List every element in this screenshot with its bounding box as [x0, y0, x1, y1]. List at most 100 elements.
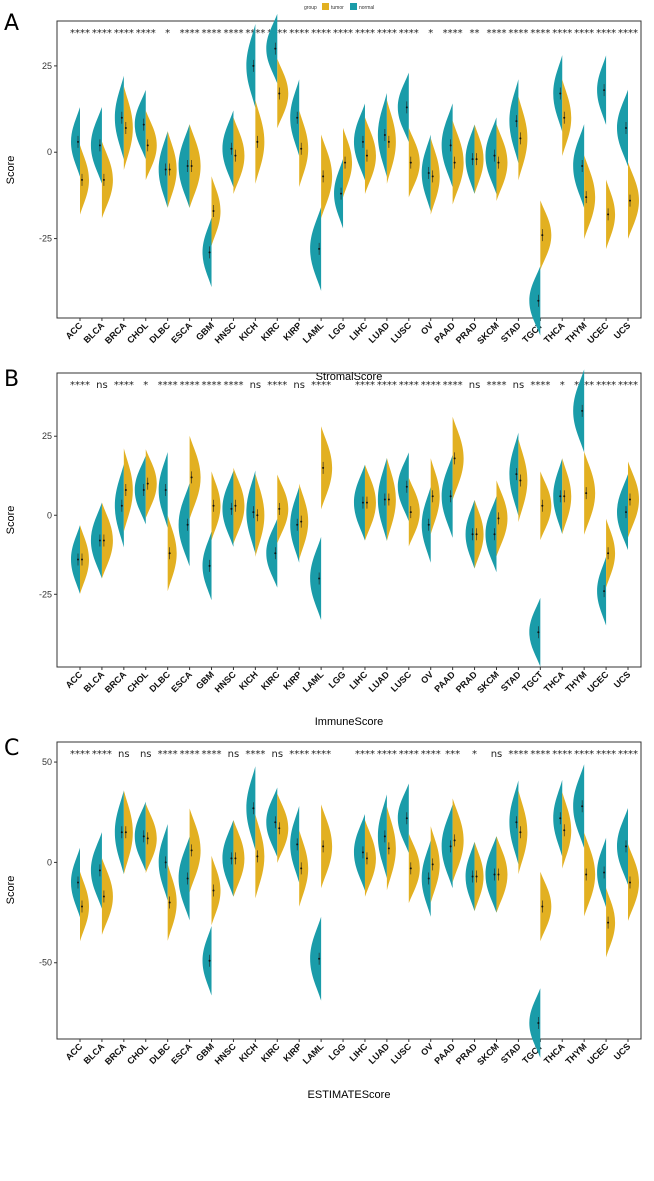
- significance-label: ns: [228, 749, 240, 760]
- median-point-normal: [164, 488, 167, 491]
- violin-normal-thym: [573, 764, 585, 849]
- median-point-normal: [186, 165, 189, 168]
- median-point-normal: [493, 154, 496, 157]
- median-point-normal: [405, 106, 408, 109]
- significance-label: ns: [491, 749, 503, 760]
- violin-tumor-prad: [474, 841, 484, 912]
- x-tick-label-thca: THCA: [542, 669, 567, 694]
- median-point-normal: [405, 485, 408, 488]
- violin-tumor-paad: [452, 416, 464, 500]
- significance-label: ****: [443, 28, 463, 39]
- median-point-tumor: [322, 845, 325, 848]
- violin-normal-brca: [114, 75, 124, 160]
- violin-tumor-kich: [255, 99, 265, 184]
- median-point-tumor: [124, 831, 127, 834]
- significance-label: *: [165, 28, 170, 39]
- median-point-tumor: [541, 905, 544, 908]
- significance-label: ****: [267, 380, 287, 391]
- violin-normal-kirc: [266, 13, 278, 84]
- median-point-normal: [274, 552, 277, 555]
- violin-tumor-dlbc: [167, 131, 177, 208]
- median-point-tumor: [168, 168, 171, 171]
- violin-tumor-esca: [189, 124, 201, 208]
- x-tick-label-stad: STAD: [499, 1041, 523, 1065]
- plot-area-b: -25025ACC****BLCAnsBRCA****CHOL*DLBC****…: [39, 369, 639, 695]
- x-tick-label-luad: LUAD: [367, 669, 392, 694]
- violin-normal-lusc: [397, 783, 409, 854]
- median-point-normal: [383, 133, 386, 136]
- violin-tumor-thym: [584, 451, 596, 535]
- median-point-tumor: [409, 511, 412, 514]
- median-point-normal: [186, 877, 189, 880]
- significance-label: ****: [552, 28, 572, 39]
- x-tick-label-thca: THCA: [542, 320, 567, 345]
- violin-tumor-hnsc: [233, 820, 245, 897]
- median-point-tumor: [168, 552, 171, 555]
- violin-tumor-chol: [145, 449, 157, 519]
- median-point-normal: [296, 843, 299, 846]
- x-tick-label-kirc: KIRC: [259, 320, 282, 343]
- median-point-normal: [559, 817, 562, 820]
- median-point-normal: [296, 523, 299, 526]
- median-point-tumor: [431, 863, 434, 866]
- x-tick-label-prad: PRAD: [454, 1041, 479, 1066]
- median-point-tumor: [607, 921, 610, 924]
- median-point-normal: [98, 539, 101, 542]
- median-point-normal: [493, 873, 496, 876]
- median-point-tumor: [146, 482, 149, 485]
- median-point-normal: [142, 488, 145, 491]
- violin-tumor-ucec: [606, 179, 616, 250]
- significance-label: ****: [245, 749, 265, 760]
- legend-label-tumor: tumor: [331, 5, 344, 11]
- median-point-tumor: [212, 209, 215, 212]
- violin-normal-thca: [553, 779, 563, 857]
- significance-label: ****: [202, 380, 222, 391]
- median-point-normal: [230, 147, 233, 150]
- median-point-normal: [383, 835, 386, 838]
- y-tick-label: 25: [42, 431, 52, 441]
- violin-tumor-hnsc: [233, 467, 245, 544]
- median-point-normal: [625, 511, 627, 514]
- x-tick-label-thca: THCA: [542, 1041, 567, 1066]
- median-point-tumor: [256, 514, 259, 517]
- x-tick-label-chol: CHOL: [125, 669, 150, 694]
- median-point-normal: [515, 473, 518, 476]
- median-point-normal: [252, 511, 255, 514]
- violin-normal-luad: [377, 794, 387, 879]
- significance-label: ****: [158, 380, 178, 391]
- median-point-normal: [471, 875, 474, 878]
- median-point-normal: [296, 116, 299, 119]
- violin-tumor-acc: [80, 871, 89, 942]
- violin-tumor-paad: [452, 120, 464, 205]
- violin-tumor-brca: [123, 790, 133, 875]
- significance-label: ****: [92, 749, 112, 760]
- significance-label: ****: [355, 749, 375, 760]
- significance-label: ****: [618, 28, 638, 39]
- significance-label: ***: [445, 749, 460, 760]
- violin-normal-kirc: [266, 787, 278, 858]
- median-point-tumor: [190, 476, 193, 479]
- median-point-tumor: [256, 140, 259, 143]
- significance-label: ****: [530, 749, 550, 760]
- violin-tumor-acc: [80, 145, 89, 215]
- median-point-tumor: [541, 234, 544, 237]
- x-tick-label-tgct: TGCT: [520, 1041, 545, 1066]
- x-tick-label-prad: PRAD: [454, 320, 479, 345]
- violin-tumor-laml: [321, 134, 333, 219]
- median-point-tumor: [453, 839, 456, 842]
- median-point-normal: [493, 533, 496, 536]
- median-point-normal: [515, 821, 518, 824]
- median-point-tumor: [629, 881, 631, 884]
- median-point-normal: [537, 631, 540, 634]
- median-point-tumor: [256, 855, 259, 858]
- x-tick-label-skcm: SKCM: [475, 320, 501, 346]
- violin-normal-hnsc: [222, 470, 234, 547]
- x-tick-label-dlbc: DLBC: [147, 320, 172, 345]
- violin-normal-gbm: [202, 531, 212, 601]
- violin-normal-kich: [246, 23, 256, 108]
- median-point-tumor: [300, 867, 303, 870]
- median-point-normal: [603, 89, 606, 92]
- significance-label: ****: [202, 749, 222, 760]
- x-tick-label-ucs: UCS: [612, 669, 633, 690]
- significance-label: ****: [333, 28, 353, 39]
